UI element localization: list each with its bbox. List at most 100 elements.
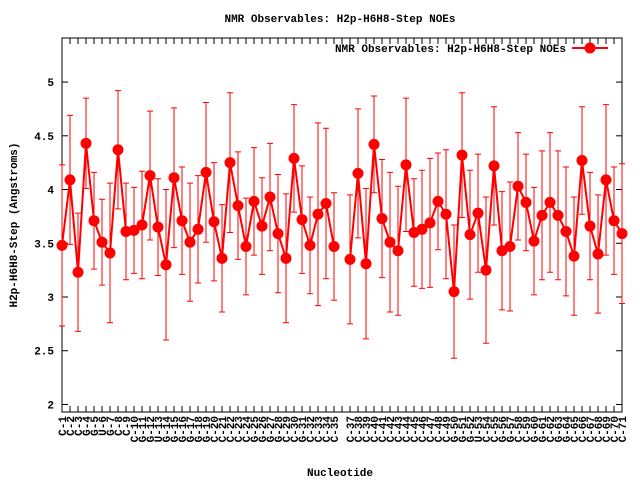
data-point xyxy=(184,236,196,248)
x-tick-label: G-19 xyxy=(202,416,214,442)
data-point xyxy=(616,228,628,240)
x-tick-label: C-71 xyxy=(618,416,630,443)
x-tick-label: C-10 xyxy=(130,416,142,442)
x-tick-label: U-13 xyxy=(154,416,166,443)
x-tick-label: G-5 xyxy=(90,416,102,436)
x-tick-label: C-21 xyxy=(218,416,230,443)
data-point xyxy=(200,166,212,178)
data-point xyxy=(80,137,92,149)
y-axis-label: H2p-H6H8-Step (Angstroms) xyxy=(9,142,21,307)
x-tick-label: G-14 xyxy=(162,416,174,443)
data-point xyxy=(448,286,460,298)
data-point xyxy=(152,221,164,233)
data-point xyxy=(288,152,300,164)
x-tick-label: C-22 xyxy=(226,416,238,442)
x-tick-label: C-44 xyxy=(402,416,414,443)
data-point xyxy=(304,239,316,251)
data-point xyxy=(440,208,452,220)
x-tick-label: C-24 xyxy=(242,416,254,443)
data-point xyxy=(320,198,332,210)
data-point xyxy=(368,138,380,150)
x-tick-label: C-30 xyxy=(290,416,302,442)
data-point xyxy=(488,160,500,172)
x-tick-label: C-40 xyxy=(370,416,382,442)
x-tick-label: G-28 xyxy=(274,416,286,443)
x-tick-label: G-63 xyxy=(554,416,566,443)
x-tick-label: C-39 xyxy=(362,416,374,442)
data-point xyxy=(384,236,396,248)
data-point xyxy=(480,264,492,276)
data-point xyxy=(520,196,532,208)
x-tick-label: G-4 xyxy=(82,416,94,436)
x-tick-label: G-16 xyxy=(178,416,190,442)
data-point xyxy=(272,228,284,240)
x-tick-label: G-15 xyxy=(170,416,182,443)
x-tick-label: C-46 xyxy=(418,416,430,442)
data-point xyxy=(224,157,236,169)
x-tick-label: C-68 xyxy=(594,416,606,443)
x-tick-label: C-62 xyxy=(546,416,558,442)
data-point xyxy=(568,250,580,262)
data-point xyxy=(456,149,468,161)
data-point xyxy=(112,144,124,156)
x-tick-label: C-55 xyxy=(490,416,502,443)
x-tick-label: C-2 xyxy=(66,416,78,436)
x-tick-label: G-26 xyxy=(258,416,270,442)
x-tick-label: C-69 xyxy=(602,416,614,442)
data-point xyxy=(344,253,356,265)
data-point xyxy=(536,209,548,221)
x-tick-label: C-41 xyxy=(378,416,390,443)
x-tick-label: C-42 xyxy=(386,416,398,442)
data-point xyxy=(64,174,76,186)
data-point xyxy=(592,248,604,260)
x-tick-label: G-11 xyxy=(138,416,150,443)
data-point xyxy=(544,196,556,208)
x-tick-label: G-61 xyxy=(538,416,550,443)
x-tick-label: C-1 xyxy=(58,416,70,436)
data-point xyxy=(232,200,244,212)
data-point xyxy=(88,215,100,227)
x-tick-label: G-51 xyxy=(458,416,470,443)
x-tick-label: C-45 xyxy=(410,416,422,443)
data-point xyxy=(216,252,228,264)
x-tick-label: G-31 xyxy=(298,416,310,443)
data-point xyxy=(424,217,436,229)
x-tick-label: C-3 xyxy=(74,416,86,436)
x-tick-label: G-17 xyxy=(186,416,198,442)
x-tick-label: C-59 xyxy=(522,416,534,442)
y-tick-label: 2.5 xyxy=(34,347,54,359)
x-tick-label: G-57 xyxy=(506,416,518,442)
legend-label: NMR Observables: H2p-H6H8-Step NOEs xyxy=(335,44,566,56)
data-point xyxy=(264,191,276,203)
data-point xyxy=(192,223,204,235)
data-point xyxy=(400,159,412,171)
data-point xyxy=(144,170,156,182)
data-point xyxy=(208,216,220,228)
data-point xyxy=(160,259,172,271)
data-point xyxy=(56,239,68,251)
data-point xyxy=(72,266,84,278)
x-tick-label: G-7 xyxy=(106,416,118,436)
data-point xyxy=(432,195,444,207)
x-tick-label: C-70 xyxy=(610,416,622,442)
data-point xyxy=(392,245,404,257)
data-point xyxy=(120,225,132,237)
x-tick-label: C-8 xyxy=(114,416,126,436)
data-point xyxy=(312,208,324,220)
y-tick-label: 2 xyxy=(47,400,54,412)
x-tick-label: C-9 xyxy=(122,416,134,436)
x-tick-label: C-23 xyxy=(234,416,246,443)
x-tick-label: C-43 xyxy=(394,416,406,443)
data-point xyxy=(128,224,140,236)
data-point xyxy=(280,252,292,264)
data-point xyxy=(576,155,588,167)
x-tick-label: C-66 xyxy=(578,416,590,442)
x-tick-label: G-52 xyxy=(466,416,478,442)
x-tick-label: G-25 xyxy=(250,416,262,443)
data-point xyxy=(416,223,428,235)
data-point xyxy=(608,215,620,227)
x-tick-label: C-33 xyxy=(314,416,326,443)
x-tick-label: C-48 xyxy=(434,416,446,443)
data-point xyxy=(600,174,612,186)
